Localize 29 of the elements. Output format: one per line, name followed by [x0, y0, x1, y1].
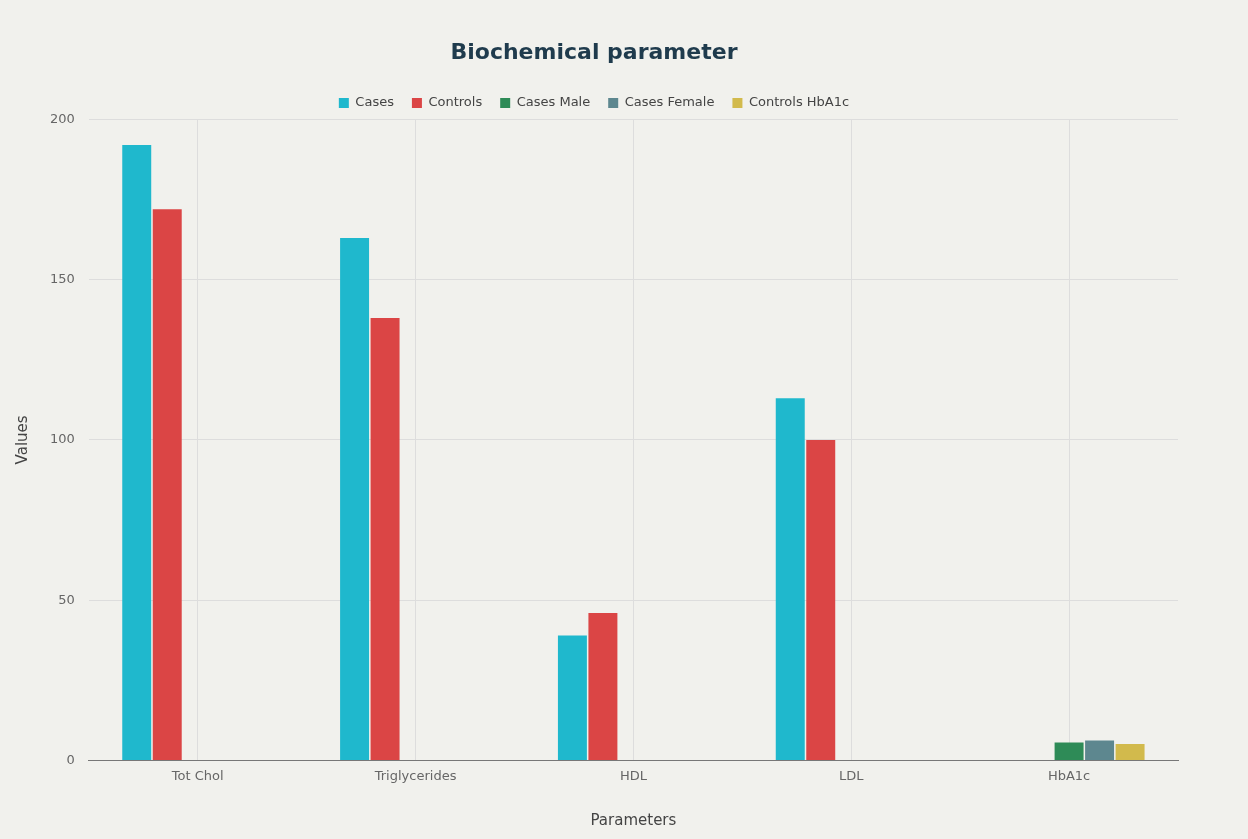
x-tick-label: HbA1c [1047, 767, 1091, 783]
legend-label: Cases Female [624, 94, 715, 110]
bar [152, 209, 182, 760]
bar [340, 237, 370, 760]
bar [122, 145, 152, 760]
bar [1085, 740, 1115, 760]
chart-title: Biochemical parameter [450, 38, 738, 64]
x-tick-label: HDL [619, 767, 648, 783]
bar [557, 635, 587, 760]
bar [1115, 744, 1145, 760]
legend-label: Controls HbA1c [748, 94, 850, 110]
y-tick-label: 0 [66, 751, 75, 767]
y-tick-label: 50 [58, 591, 75, 607]
bar [775, 398, 805, 760]
x-tick-label: Triglycerides [373, 767, 457, 783]
bar [588, 612, 618, 760]
x-axis-title: Parameters [590, 810, 677, 829]
legend-label: Cases [355, 94, 395, 110]
legend-label: Cases Male [516, 94, 591, 110]
y-tick-label: 100 [49, 431, 75, 447]
x-tick-label: LDL [838, 767, 865, 783]
bar [806, 439, 836, 760]
x-tick-label: Tot Chol [170, 767, 224, 783]
bar [1054, 742, 1084, 760]
bar [370, 318, 400, 760]
y-tick-label: 200 [49, 110, 75, 126]
y-axis-title: Values [12, 415, 31, 465]
legend-label: Controls [428, 94, 483, 110]
y-tick-label: 150 [49, 271, 75, 287]
